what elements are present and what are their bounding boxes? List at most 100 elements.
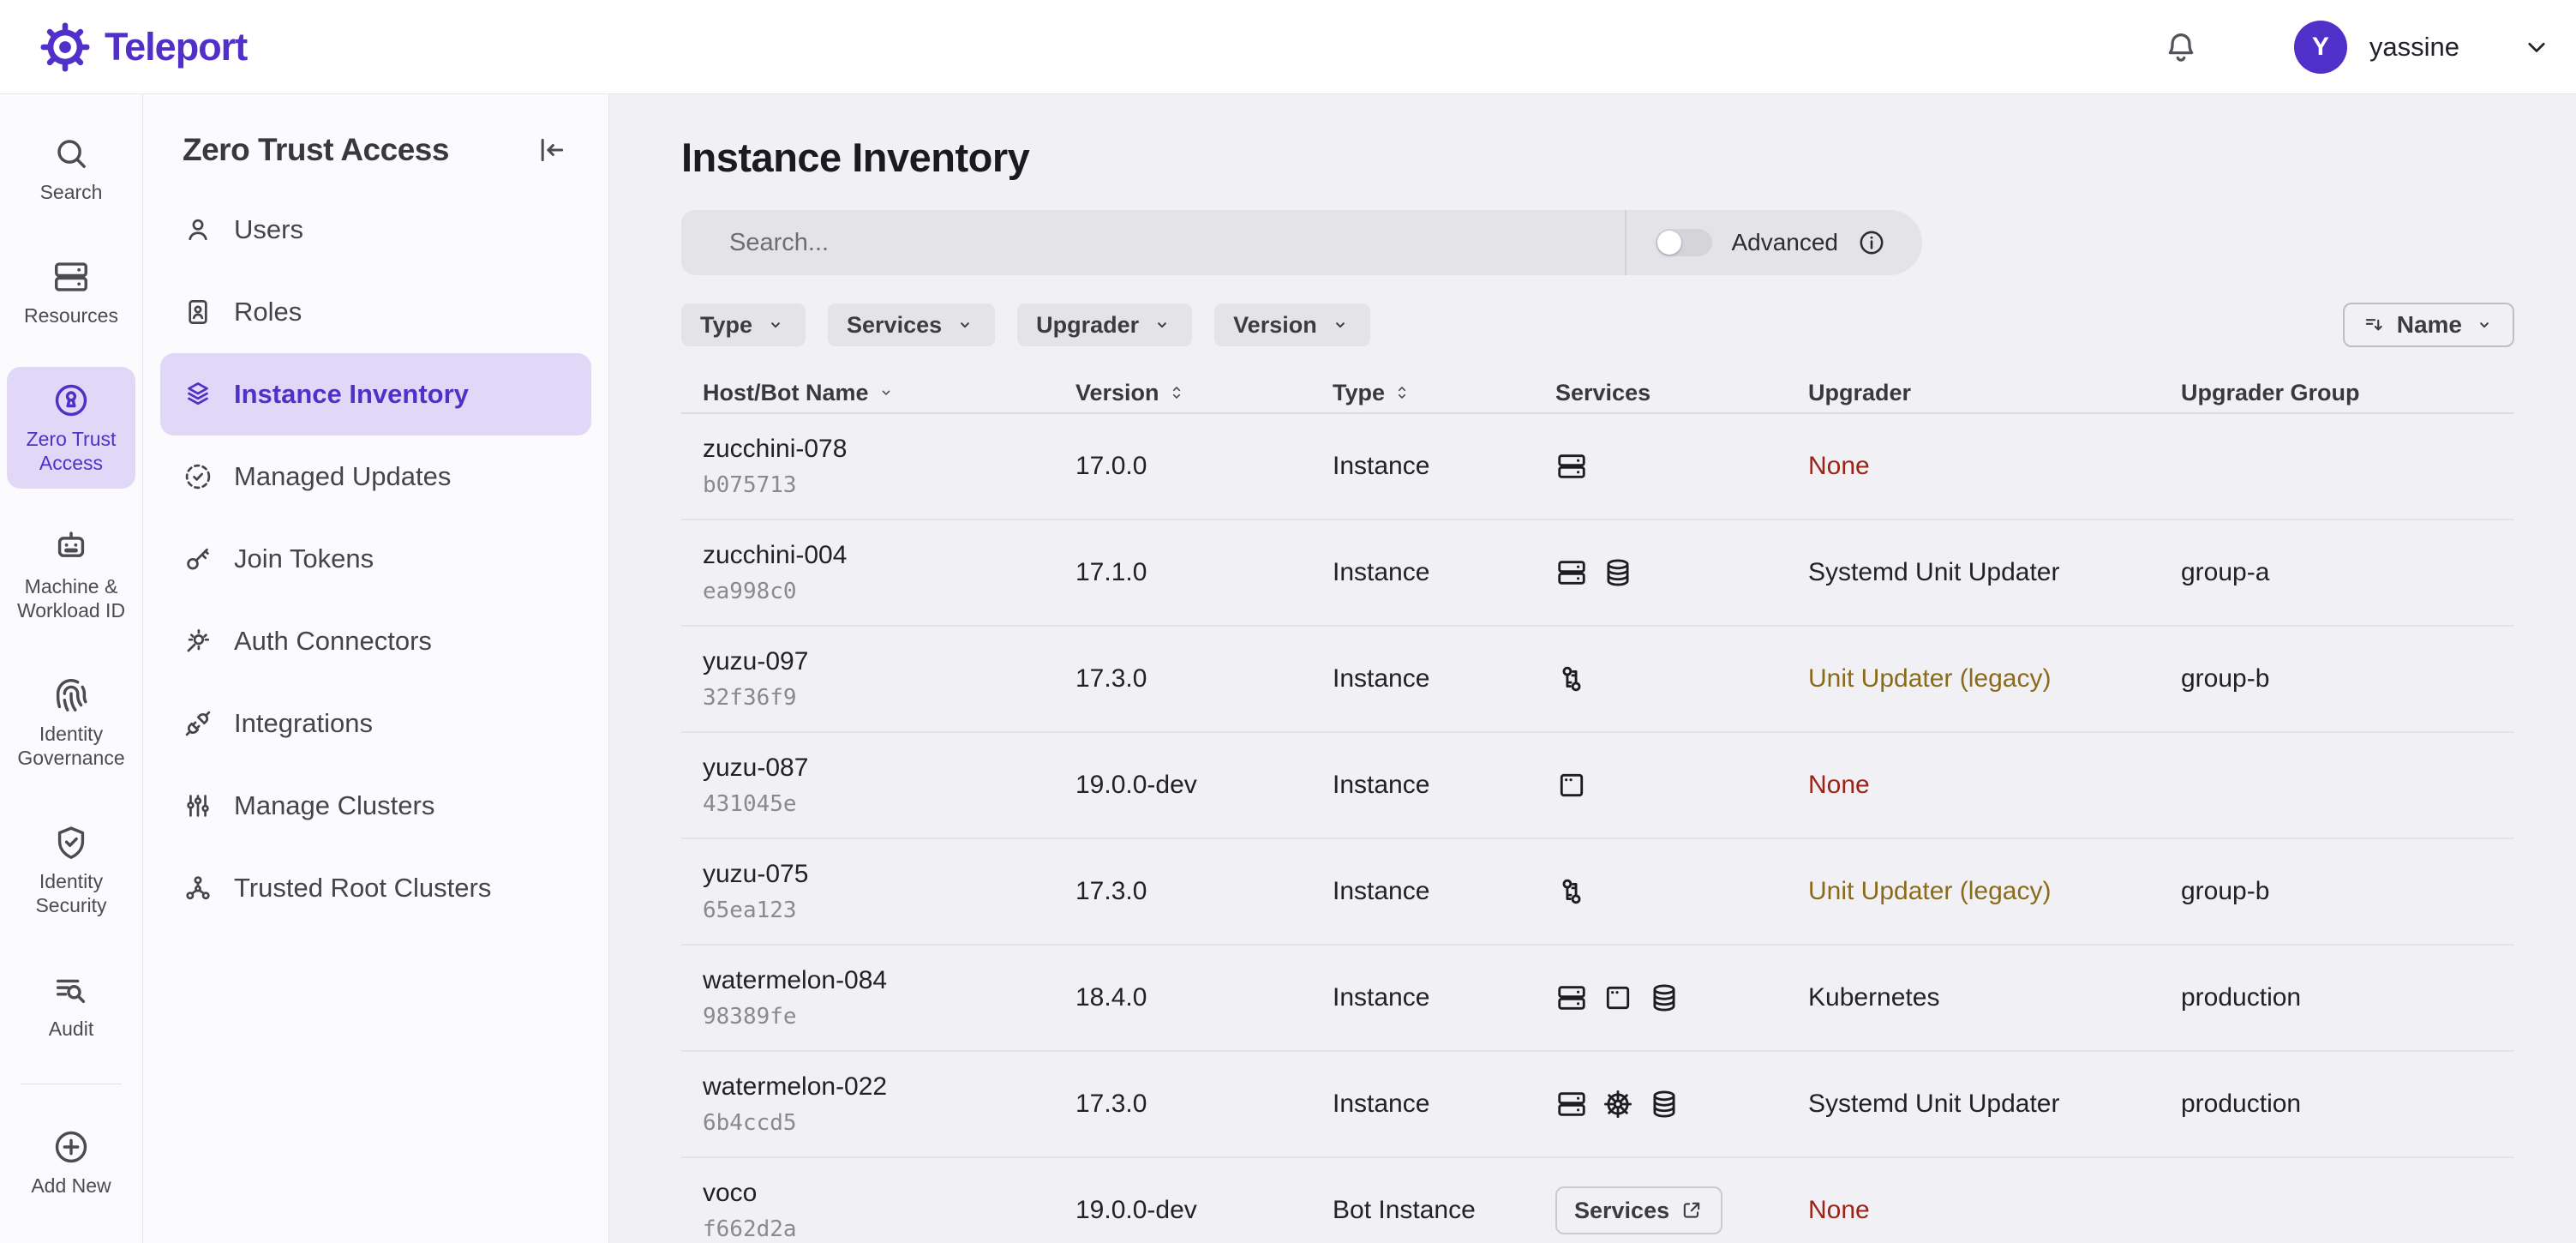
sort-by-label: Name <box>2396 311 2462 338</box>
sidebar-item-manage-clusters[interactable]: Manage Clusters <box>160 765 591 847</box>
sort-desc-icon <box>876 382 896 403</box>
table-row[interactable]: zucchini-078 b075713 17.0.0 Instance Non… <box>681 414 2514 520</box>
info-icon[interactable] <box>1857 228 1886 257</box>
rail-item-resources[interactable]: Resources <box>7 243 135 341</box>
sort-by-button[interactable]: Name <box>2342 303 2514 347</box>
services-cell <box>1555 1088 1808 1120</box>
rail-item-zero-trust-access[interactable]: Zero Trust Access <box>7 367 135 489</box>
plug-icon <box>183 708 213 739</box>
notifications-bell-icon[interactable] <box>2162 28 2200 66</box>
search-input[interactable] <box>681 210 1626 275</box>
upgrader-cell: Unit Updater (legacy) <box>1808 664 2181 694</box>
advanced-label: Advanced <box>1731 229 1838 255</box>
host-name: yuzu-087 <box>703 754 809 782</box>
robot-icon <box>51 528 91 567</box>
filter-upgrader[interactable]: Upgrader <box>1017 303 1193 346</box>
fingerprint-icon <box>51 676 91 715</box>
column-header-version[interactable]: Version <box>1075 380 1333 406</box>
table-row[interactable]: yuzu-087 431045e 19.0.0-dev Instance Non… <box>681 733 2514 839</box>
app-window-icon <box>1602 982 1634 1014</box>
app-window-icon <box>1555 769 1588 802</box>
version-cell: 17.3.0 <box>1075 1090 1147 1118</box>
sidebar-item-managed-updates[interactable]: Managed Updates <box>160 435 591 518</box>
sidebar-header: Zero Trust Access <box>143 132 608 168</box>
chevron-down-icon <box>1329 314 1351 336</box>
table-row[interactable]: zucchini-004 ea998c0 17.1.0 Instance Sys… <box>681 520 2514 627</box>
user-menu[interactable]: Y yassine <box>2293 20 2459 74</box>
filter-row: Type Services Upgrader Version Name <box>681 303 2514 347</box>
rail-item-identity-governance[interactable]: Identity Governance <box>7 662 135 784</box>
version-cell: 19.0.0-dev <box>1075 1196 1197 1224</box>
version-cell: 18.4.0 <box>1075 983 1147 1012</box>
collapse-sidebar-icon[interactable] <box>535 133 569 167</box>
kubernetes-icon <box>1602 1088 1634 1120</box>
sidebar-item-users[interactable]: Users <box>160 189 591 271</box>
table-row[interactable]: yuzu-075 65ea123 17.3.0 Instance Unit Up… <box>681 839 2514 946</box>
table-row[interactable]: yuzu-097 32f36f9 17.3.0 Instance Unit Up… <box>681 627 2514 733</box>
avatar: Y <box>2293 20 2347 74</box>
column-header-host-bot-name[interactable]: Host/Bot Name <box>681 380 1075 406</box>
upgrader-cell: None <box>1808 452 2181 481</box>
table-row[interactable]: watermelon-022 6b4ccd5 17.3.0 Instance S… <box>681 1052 2514 1158</box>
host-name: yuzu-097 <box>703 647 809 676</box>
filter-type[interactable]: Type <box>681 303 806 346</box>
host-id: 431045e <box>703 791 797 817</box>
page-title: Instance Inventory <box>681 135 1030 180</box>
advanced-section: Advanced <box>1625 210 1922 275</box>
upgrader-group-cell: production <box>2181 1090 2302 1118</box>
host-name: watermelon-084 <box>703 966 888 994</box>
table-header: Host/Bot Name Version Type Services Upgr… <box>681 373 2514 414</box>
table-row[interactable]: watermelon-084 98389fe 18.4.0 Instance K… <box>681 946 2514 1052</box>
services-cell: Services <box>1555 1186 1808 1234</box>
server-icon <box>1555 1088 1588 1120</box>
filter-version[interactable]: Version <box>1214 303 1370 346</box>
upgrader-value: Systemd Unit Updater <box>1808 558 2060 586</box>
auth-connector-icon <box>183 626 213 657</box>
type-cell: Instance <box>1333 558 1430 586</box>
filter-services[interactable]: Services <box>828 303 996 346</box>
host-id: 65ea123 <box>703 898 797 923</box>
type-cell: Instance <box>1333 664 1430 693</box>
sidebar-item-trusted-root-clusters[interactable]: Trusted Root Clusters <box>160 847 591 929</box>
network-icon <box>183 873 213 904</box>
sidebar-item-auth-connectors[interactable]: Auth Connectors <box>160 600 591 682</box>
version-cell: 17.3.0 <box>1075 877 1147 905</box>
services-button-label: Services <box>1574 1197 1670 1223</box>
host-name: zucchini-078 <box>703 435 848 463</box>
app-logo[interactable]: Teleport <box>39 21 248 73</box>
server-icon <box>51 257 91 297</box>
list-search-icon <box>51 970 91 1010</box>
sidebar-item-instance-inventory[interactable]: Instance Inventory <box>160 353 591 435</box>
search-icon <box>51 134 91 173</box>
sidebar-item-roles[interactable]: Roles <box>160 271 591 353</box>
rail-item-search[interactable]: Search <box>7 120 135 218</box>
table-row[interactable]: voco f662d2a 19.0.0-dev Bot Instance Ser… <box>681 1158 2514 1243</box>
layers-icon <box>183 379 213 410</box>
sidebar-item-integrations[interactable]: Integrations <box>160 682 591 765</box>
type-cell: Instance <box>1333 452 1430 480</box>
host-id: 98389fe <box>703 1004 797 1030</box>
type-cell: Instance <box>1333 771 1430 799</box>
chevron-down-icon <box>1151 314 1173 336</box>
database-icon <box>1648 982 1680 1014</box>
upgrader-value: Systemd Unit Updater <box>1808 1090 2060 1118</box>
host-id: b075713 <box>703 472 797 498</box>
rail-item-machine-workload-id[interactable]: Machine & Workload ID <box>7 514 135 636</box>
user-menu-chevron-icon[interactable] <box>2521 32 2552 63</box>
rail-item-add-new[interactable]: Add New <box>7 1114 135 1211</box>
upgrader-group-cell: group-a <box>2181 558 2270 586</box>
services-cell <box>1555 663 1808 695</box>
host-id: ea998c0 <box>703 579 797 604</box>
chevron-down-icon <box>2473 314 2495 336</box>
advanced-toggle[interactable] <box>1656 229 1713 256</box>
sidebar-item-join-tokens[interactable]: Join Tokens <box>160 518 591 600</box>
nav-rail: Search Resources Zero Trust Access Machi… <box>0 94 143 1243</box>
upgrader-cell: Systemd Unit Updater <box>1808 1090 2181 1119</box>
plus-circle-icon <box>51 1127 91 1167</box>
column-header-type[interactable]: Type <box>1333 380 1555 406</box>
column-header-upgrader: Upgrader <box>1808 379 1912 405</box>
upgrader-cell: Kubernetes <box>1808 983 2181 1012</box>
rail-item-audit[interactable]: Audit <box>7 957 135 1054</box>
rail-item-identity-security[interactable]: Identity Security <box>7 809 135 931</box>
services-button[interactable]: Services <box>1555 1186 1723 1234</box>
